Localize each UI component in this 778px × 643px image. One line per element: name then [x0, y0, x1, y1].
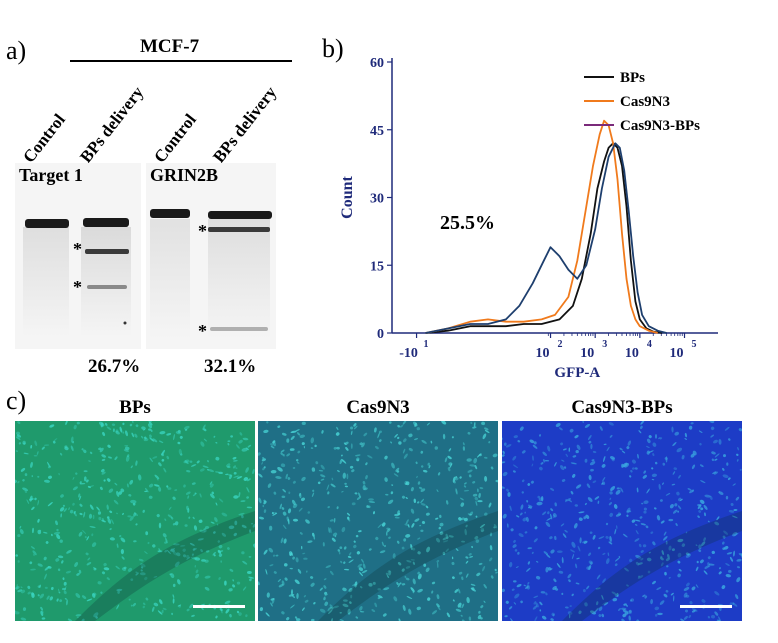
legend-label-1: Cas9N3 — [620, 94, 670, 110]
band-control-top — [25, 219, 69, 228]
x-tick-exponent: 3 — [602, 339, 607, 350]
micrograph-texture — [15, 421, 255, 621]
cleavage-star-4: * — [198, 321, 207, 341]
micrograph-texture — [258, 421, 498, 621]
y-axis-label: Count — [339, 175, 356, 218]
cleavage-star-1: * — [73, 239, 82, 259]
x-tick-label: -10 — [399, 346, 418, 361]
gel-1-bands — [23, 218, 131, 337]
cleavage-star-2: * — [73, 277, 82, 297]
gfp-histogram: 0 15 30 45 60 -10 1 10 2 10 3 10 4 10 5 Count GFP-A BPs Ca… — [339, 56, 718, 381]
gel-target-1: Target 1 * * — [15, 163, 141, 349]
band-bps-cleaved-2 — [87, 285, 127, 289]
x-axis-label: GFP-A — [554, 365, 600, 381]
y-tick-label: 30 — [370, 192, 384, 207]
x-tick-label: 10 — [536, 346, 550, 361]
legend-label-2: Cas9N3-BPs — [620, 118, 700, 134]
micrograph-texture — [502, 421, 742, 621]
x-tick-exponent: 5 — [692, 339, 697, 350]
y-tick-label: 60 — [370, 56, 384, 71]
y-tick-label: 0 — [377, 327, 384, 342]
gel-2-bands — [150, 209, 272, 339]
band-control-top — [150, 209, 190, 218]
histogram-annotation: 25.5% — [440, 212, 495, 234]
band-bps-cleaved-1 — [85, 249, 129, 254]
series-line-bps — [425, 142, 663, 334]
micro-title-cas9n3-bps: Cas9N3-BPs — [571, 397, 673, 418]
band-bps-cleaved-2 — [210, 327, 268, 331]
panel-c-label: c) — [6, 386, 27, 415]
panel-b-label: b) — [322, 34, 344, 63]
x-tick-label: 10 — [625, 346, 639, 361]
percent-grin2b: 32.1% — [204, 356, 257, 377]
gel-title-target-1: Target 1 — [19, 165, 83, 185]
x-tick-label: 10 — [670, 346, 684, 361]
series-line-cas9n3 — [425, 119, 658, 334]
y-tick-label: 45 — [370, 124, 384, 139]
lane-label-bps-delivery-1: BPs delivery — [76, 82, 148, 167]
lane-label-control-1: Control — [19, 110, 69, 167]
x-tick-label: 10 — [580, 346, 594, 361]
lane-label-bps-delivery-2: BPs delivery — [209, 82, 281, 167]
percent-target-1: 26.7% — [88, 356, 141, 377]
band-bps-top — [208, 211, 272, 219]
y-tick-label: 15 — [370, 259, 384, 274]
micrograph-cas9n3-bps — [502, 421, 742, 621]
scale-bar — [680, 605, 732, 608]
series-line-cas9n3-bps — [425, 142, 667, 334]
micro-title-bps: BPs — [119, 397, 151, 418]
micrograph-bps — [15, 421, 255, 621]
band-bps-top — [83, 218, 129, 227]
panel-a-label: a) — [6, 36, 27, 65]
micro-title-cas9n3: Cas9N3 — [346, 397, 410, 418]
legend-label-0: BPs — [620, 70, 645, 86]
band-bps-cleaved-1 — [208, 227, 270, 232]
scale-bar — [193, 605, 245, 608]
gel-title-grin2b: GRIN2B — [150, 165, 219, 185]
cell-line-label: MCF-7 — [140, 36, 200, 57]
micrograph-cas9n3 — [258, 421, 498, 621]
x-tick-exponent: 4 — [647, 339, 652, 350]
lane-label-control-2: Control — [150, 110, 200, 167]
gel-grin2b: GRIN2B * * — [146, 163, 276, 349]
cell-line-bar — [70, 60, 292, 62]
x-tick-exponent: 2 — [558, 339, 563, 350]
x-tick-exponent: 1 — [424, 339, 429, 350]
cleavage-star-3: * — [198, 221, 207, 241]
